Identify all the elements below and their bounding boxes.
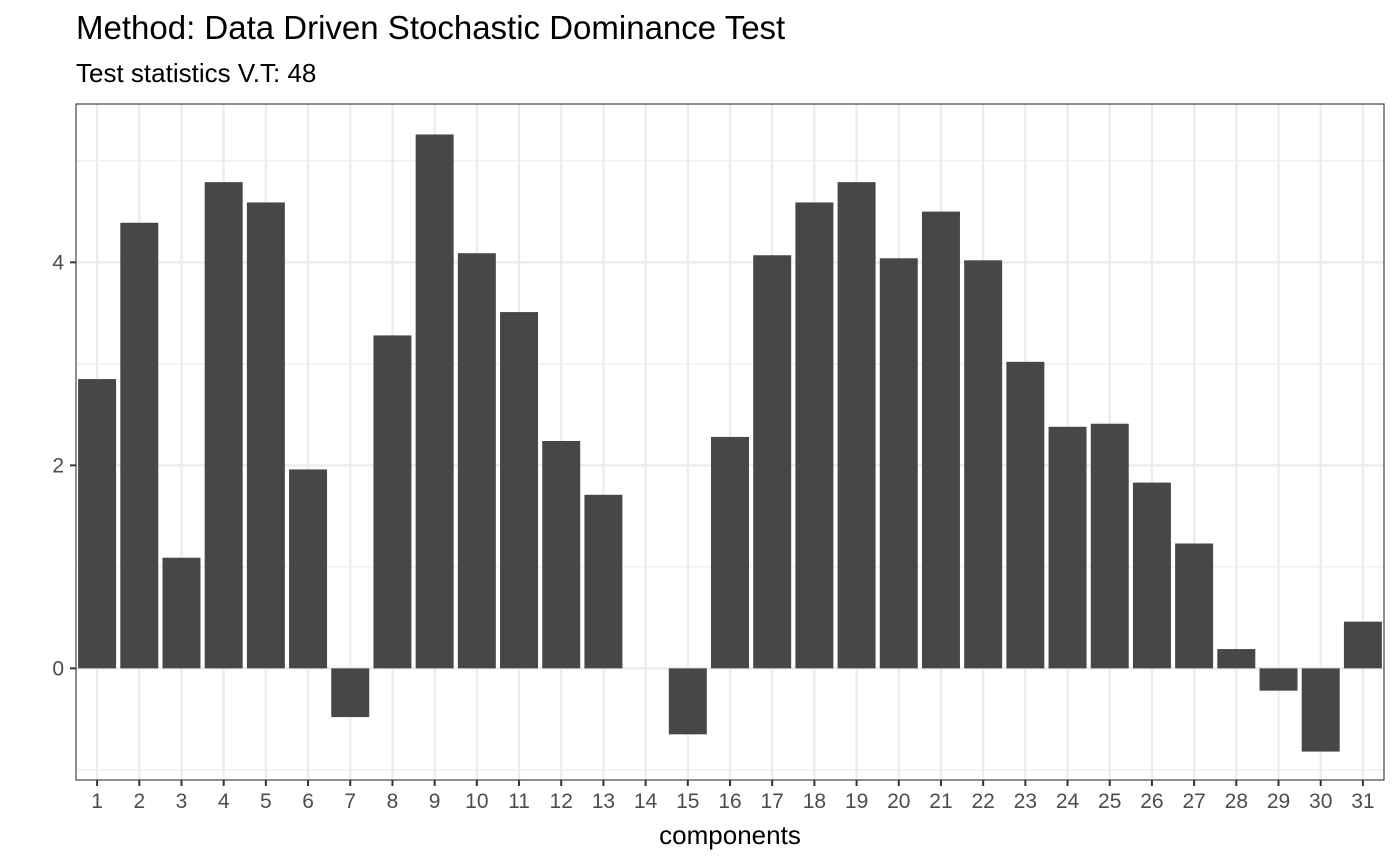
x-axis: 1 2 3 4 5 6 7 8 9 10 11 12 13 14 15 16 17 18 19 20 21 22 23 24 2… — [91, 780, 1375, 813]
bar-17 — [753, 255, 792, 669]
x-tick-label: 10 — [465, 790, 488, 813]
x-tick-label: 18 — [803, 790, 826, 813]
x-tick-label: 29 — [1267, 790, 1290, 813]
bar-26 — [1132, 482, 1171, 669]
x-tick-label: 30 — [1309, 790, 1332, 813]
x-tick-label: 16 — [718, 790, 741, 813]
y-axis: 0 2 4 — [52, 251, 76, 680]
y-tick-label: 2 — [52, 454, 64, 477]
x-tick-label: 7 — [344, 790, 356, 813]
bar-31 — [1343, 621, 1382, 669]
bar-25 — [1090, 423, 1129, 669]
x-tick-label: 6 — [302, 790, 314, 813]
y-tick-label: 0 — [52, 657, 64, 680]
x-tick-label: 26 — [1140, 790, 1163, 813]
x-tick-label: 5 — [260, 790, 272, 813]
bars — [78, 134, 1382, 752]
bar-15 — [668, 668, 707, 735]
bar-3 — [162, 557, 201, 669]
chart-subtitle: Test statistics V.T: 48 — [76, 58, 317, 88]
x-tick-label: 1 — [91, 790, 103, 813]
bar-2 — [120, 222, 159, 669]
x-tick-label: 22 — [971, 790, 994, 813]
x-tick-label: 23 — [1014, 790, 1037, 813]
bar-24 — [1048, 426, 1087, 669]
bar-5 — [246, 202, 285, 669]
x-tick-label: 28 — [1225, 790, 1248, 813]
x-tick-label: 2 — [133, 790, 145, 813]
bar-18 — [795, 202, 834, 669]
x-axis-title: components — [659, 820, 801, 850]
x-tick-label: 12 — [550, 790, 573, 813]
x-tick-label: 14 — [634, 790, 658, 813]
x-tick-label: 9 — [429, 790, 441, 813]
bar-8 — [373, 335, 412, 669]
bar-19 — [837, 182, 876, 669]
y-tick-label: 4 — [52, 251, 64, 274]
x-tick-label: 25 — [1098, 790, 1121, 813]
bar-11 — [500, 312, 539, 669]
x-tick-label: 3 — [176, 790, 188, 813]
x-tick-label: 4 — [218, 790, 230, 813]
x-tick-label: 15 — [676, 790, 699, 813]
bar-16 — [711, 436, 749, 669]
x-tick-label: 27 — [1182, 790, 1205, 813]
bar-28 — [1217, 649, 1256, 669]
x-tick-label: 21 — [929, 790, 952, 813]
x-tick-label: 20 — [887, 790, 910, 813]
x-tick-label: 31 — [1351, 790, 1374, 813]
bar-1 — [78, 379, 117, 669]
bar-27 — [1175, 543, 1214, 669]
x-tick-label: 13 — [592, 790, 615, 813]
chart-title: Method: Data Driven Stochastic Dominance… — [76, 9, 786, 46]
bar-6 — [289, 469, 328, 669]
x-tick-label: 8 — [387, 790, 399, 813]
x-tick-label: 24 — [1056, 790, 1080, 813]
x-tick-label: 17 — [761, 790, 784, 813]
bar-7 — [331, 668, 370, 718]
bar-21 — [921, 211, 960, 669]
bar-4 — [204, 182, 243, 669]
bar-20 — [879, 258, 918, 669]
bar-9 — [415, 134, 454, 669]
bar-13 — [584, 494, 623, 669]
bar-29 — [1259, 668, 1298, 691]
bar-23 — [1006, 361, 1045, 669]
x-tick-label: 11 — [508, 790, 530, 813]
x-tick-label: 19 — [845, 790, 868, 813]
bar-10 — [457, 253, 496, 669]
bar-30 — [1301, 668, 1340, 752]
bar-22 — [964, 260, 1003, 669]
bar-12 — [542, 440, 581, 669]
